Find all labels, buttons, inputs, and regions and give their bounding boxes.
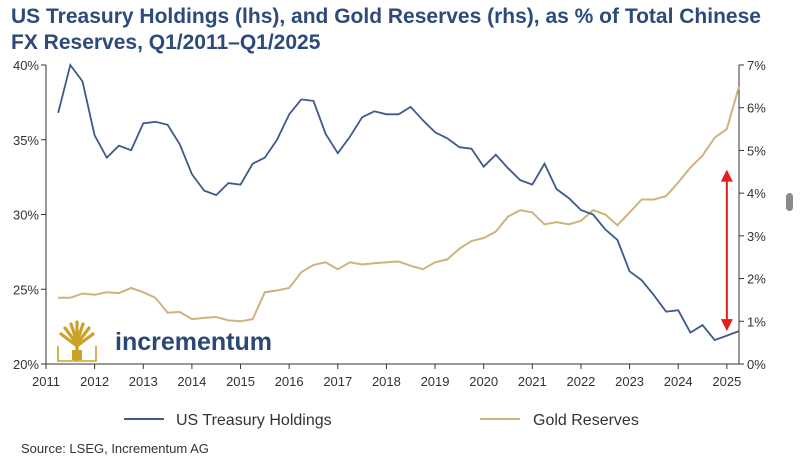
red-double-arrow [720, 169, 733, 332]
x-tick-label: 2025 [712, 374, 741, 389]
us-treasury-line [57, 62, 740, 342]
x-tick-label: 2013 [129, 374, 158, 389]
right-tick-label: 1% [747, 314, 766, 329]
gold-reserves-line [58, 86, 740, 323]
logo-text: incrementum [115, 328, 272, 356]
x-tick-label: 2015 [226, 374, 255, 389]
left-tick-label: 30% [13, 208, 39, 223]
legend: US Treasury Holdings Gold Reserves [124, 412, 639, 429]
logo: incrementum [55, 320, 272, 362]
right-tick-label: 6% [747, 101, 766, 116]
right-tick-label: 2% [747, 272, 766, 287]
x-tick-label: 2019 [421, 374, 450, 389]
arrow-head-down [720, 319, 733, 332]
x-tick-label: 2024 [664, 374, 693, 389]
source-note: Source: LSEG, Incrementum AG [21, 441, 209, 456]
left-tick-label: 40% [13, 58, 39, 73]
legend-label-treasury: US Treasury Holdings [176, 412, 332, 429]
left-tick-label: 35% [13, 133, 39, 148]
scrollbar-handle[interactable] [786, 193, 793, 211]
tree-logo-icon [55, 320, 99, 362]
x-tick-label: 2017 [323, 374, 352, 389]
right-ticks: 0% 1% 2% 3% 4% 5% 6% 7% [739, 58, 766, 372]
right-tick-label: 4% [747, 186, 766, 201]
arrow-head-up [720, 169, 733, 182]
x-tick-label: 2021 [518, 374, 547, 389]
x-ticks: 2011 2012 2013 2014 2015 2016 2017 2018 2019 2020… [32, 364, 741, 389]
x-tick-label: 2012 [80, 374, 109, 389]
x-tick-label: 2011 [32, 374, 60, 389]
x-tick-label: 2016 [275, 374, 304, 389]
x-tick-label: 2020 [469, 374, 498, 389]
right-tick-label: 5% [747, 143, 766, 158]
x-tick-label: 2023 [615, 374, 644, 389]
legend-label-gold: Gold Reserves [533, 412, 639, 429]
right-tick-label: 7% [747, 58, 766, 73]
x-tick-label: 2018 [372, 374, 401, 389]
chart-title: US Treasury Holdings (lhs), and Gold Res… [11, 5, 761, 54]
x-tick-label: 2022 [566, 374, 595, 389]
left-tick-label: 25% [13, 282, 39, 297]
left-tick-label: 20% [13, 357, 39, 372]
right-tick-label: 0% [747, 357, 766, 372]
right-tick-label: 3% [747, 229, 766, 244]
x-tick-label: 2014 [177, 374, 206, 389]
left-ticks: 20% 25% 30% 35% 40% [13, 58, 46, 372]
plot-area: 20%25%30%35%40% 0%1%2%3%4%5%6%7% 2011 201… [13, 58, 766, 389]
